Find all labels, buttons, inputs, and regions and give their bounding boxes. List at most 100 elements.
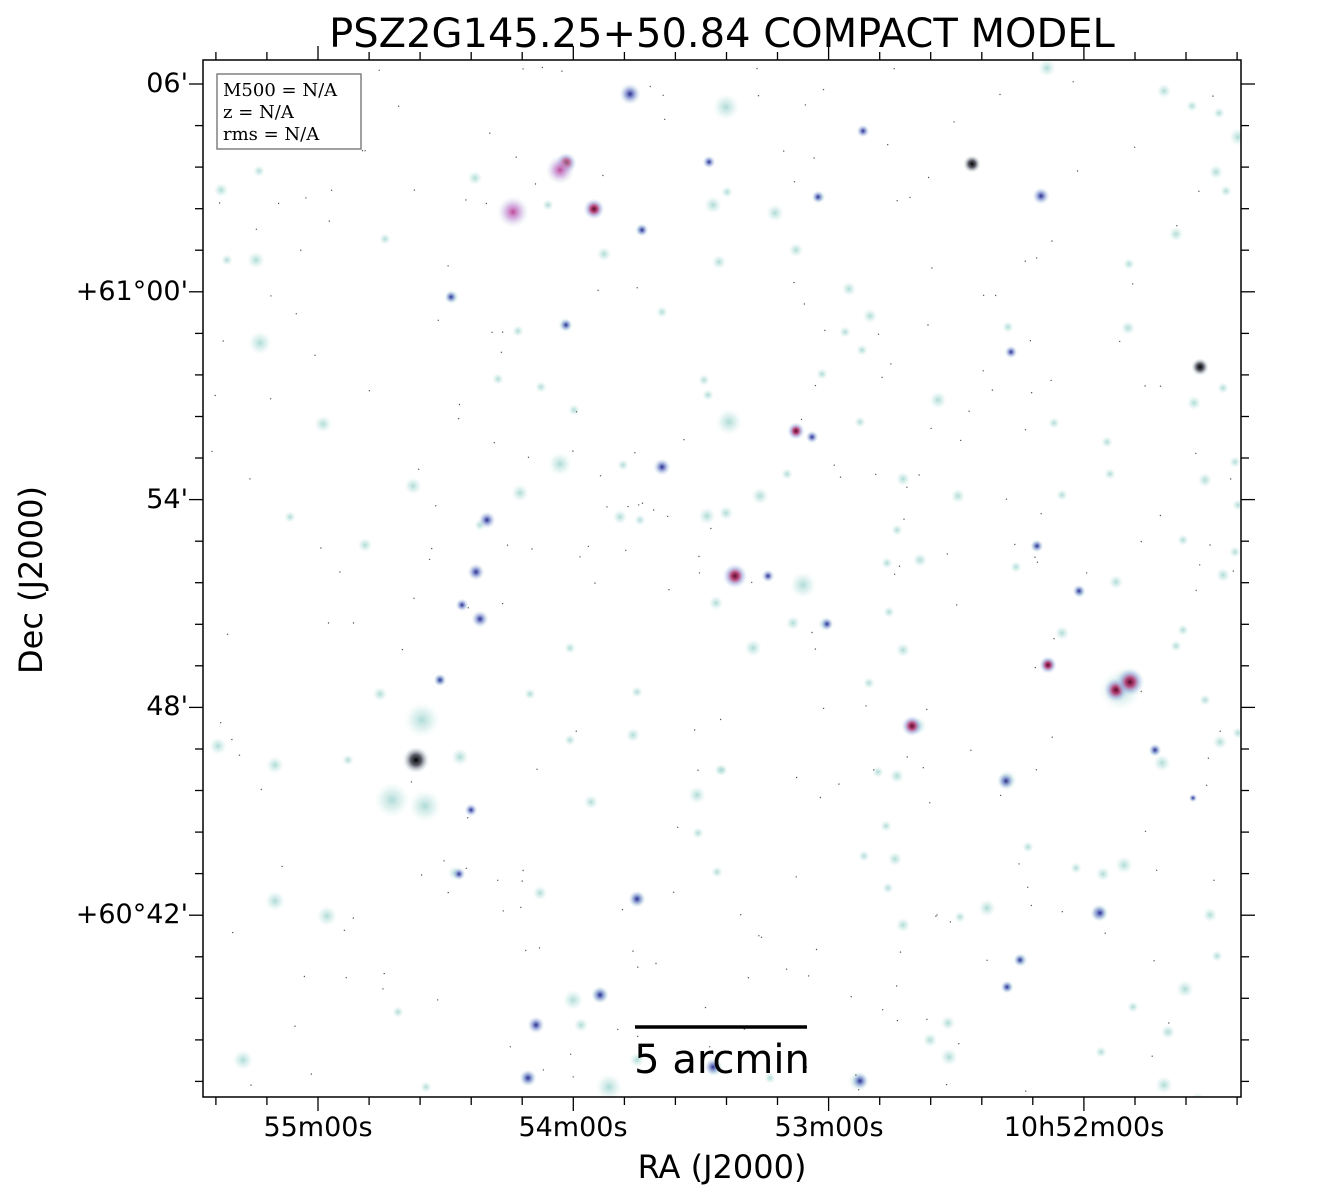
faint-source bbox=[378, 232, 392, 246]
faint-source bbox=[1216, 381, 1230, 395]
noise-speck bbox=[893, 573, 896, 575]
noise-speck bbox=[232, 931, 234, 934]
faint-source bbox=[1094, 1045, 1108, 1059]
noise-speck bbox=[579, 556, 581, 558]
faint-source bbox=[1202, 907, 1218, 923]
noise-speck bbox=[413, 189, 416, 191]
noise-speck bbox=[542, 1069, 545, 1071]
faint-source bbox=[881, 881, 895, 895]
noise-speck bbox=[447, 265, 449, 267]
noise-speck bbox=[1025, 1090, 1027, 1092]
noise-speck bbox=[636, 1035, 639, 1038]
noise-speck bbox=[493, 442, 495, 444]
bright-source bbox=[1115, 667, 1145, 697]
noise-speck bbox=[489, 132, 491, 134]
noise-speck bbox=[1040, 513, 1042, 515]
faint-source bbox=[265, 755, 285, 775]
noise-speck bbox=[991, 389, 994, 391]
noise-speck bbox=[621, 908, 624, 911]
noise-speck bbox=[1086, 572, 1088, 574]
noise-speck bbox=[1219, 730, 1221, 732]
noise-speck bbox=[1140, 540, 1143, 543]
noise-speck bbox=[638, 504, 640, 506]
noise-speck bbox=[795, 876, 797, 878]
noise-speck bbox=[515, 156, 517, 158]
noise-speck bbox=[649, 85, 651, 88]
noise-speck bbox=[697, 769, 699, 771]
noise-speck bbox=[1207, 757, 1210, 759]
faint-source bbox=[629, 1052, 645, 1068]
noise-speck bbox=[903, 518, 905, 520]
noise-speck bbox=[698, 555, 700, 558]
noise-speck bbox=[655, 962, 657, 965]
scale-bar-label: 5 arcmin bbox=[634, 1037, 810, 1083]
faint-source bbox=[1231, 498, 1241, 512]
noise-speck bbox=[641, 502, 644, 504]
faint-source bbox=[1169, 639, 1183, 653]
noise-speck bbox=[881, 376, 883, 378]
noise-speck bbox=[822, 707, 825, 710]
faint-source bbox=[1154, 1075, 1174, 1095]
noise-speck bbox=[969, 164, 971, 167]
noise-speck bbox=[575, 730, 577, 732]
noise-speck bbox=[807, 975, 810, 977]
noise-speck bbox=[525, 949, 527, 952]
info-rms: rms = N/A bbox=[223, 124, 320, 145]
noise-speck bbox=[443, 860, 445, 862]
noise-speck bbox=[999, 794, 1002, 797]
bright-source bbox=[1039, 656, 1057, 674]
noise-speck bbox=[378, 69, 380, 72]
noise-speck bbox=[946, 553, 948, 555]
plot-area bbox=[203, 60, 1241, 1097]
noise-speck bbox=[855, 1074, 857, 1076]
faint-source bbox=[1212, 106, 1226, 120]
noise-speck bbox=[927, 324, 929, 326]
noise-speck bbox=[1029, 340, 1032, 342]
extended-source bbox=[497, 196, 529, 228]
faint-source bbox=[710, 865, 724, 879]
faint-source bbox=[372, 686, 388, 702]
faint-source bbox=[541, 198, 555, 212]
noise-speck bbox=[572, 450, 574, 452]
noise-speck bbox=[698, 572, 701, 574]
noise-speck bbox=[428, 558, 431, 561]
faint-source bbox=[1120, 320, 1136, 336]
noise-speck bbox=[218, 202, 221, 204]
faint-source bbox=[1228, 545, 1241, 559]
faint-source bbox=[1021, 840, 1035, 854]
faint-source bbox=[612, 509, 628, 525]
noise-speck bbox=[704, 1006, 707, 1009]
faint-source bbox=[788, 242, 804, 258]
noise-speck bbox=[314, 354, 316, 356]
faint-source bbox=[583, 794, 599, 810]
noise-speck bbox=[1036, 561, 1039, 563]
noise-speck bbox=[418, 468, 420, 470]
faint-source bbox=[785, 615, 801, 631]
x-tick-label: 55m00s bbox=[263, 1112, 372, 1143]
faint-source bbox=[862, 676, 876, 690]
noise-speck bbox=[719, 718, 722, 721]
noise-speck bbox=[226, 633, 229, 635]
compact-source bbox=[471, 610, 489, 628]
faint-source bbox=[372, 780, 412, 820]
noise-speck bbox=[238, 754, 241, 756]
faint-source bbox=[532, 885, 548, 901]
faint-source bbox=[711, 92, 741, 122]
noise-speck bbox=[1159, 385, 1162, 387]
faint-source bbox=[247, 330, 273, 356]
noise-speck bbox=[677, 826, 679, 828]
noise-speck bbox=[918, 474, 920, 476]
noise-speck bbox=[485, 202, 488, 205]
noise-speck bbox=[804, 104, 807, 106]
noise-speck bbox=[814, 384, 817, 387]
compact-source bbox=[464, 803, 478, 817]
faint-source bbox=[922, 1032, 938, 1048]
compact-source bbox=[1148, 743, 1162, 757]
noise-speck bbox=[541, 66, 544, 69]
y-tick-label: +61°00' bbox=[76, 276, 188, 307]
noise-speck bbox=[1144, 385, 1146, 387]
y-tick-label: 48' bbox=[146, 691, 188, 722]
faint-source bbox=[1001, 320, 1015, 334]
noise-speck bbox=[898, 565, 901, 567]
